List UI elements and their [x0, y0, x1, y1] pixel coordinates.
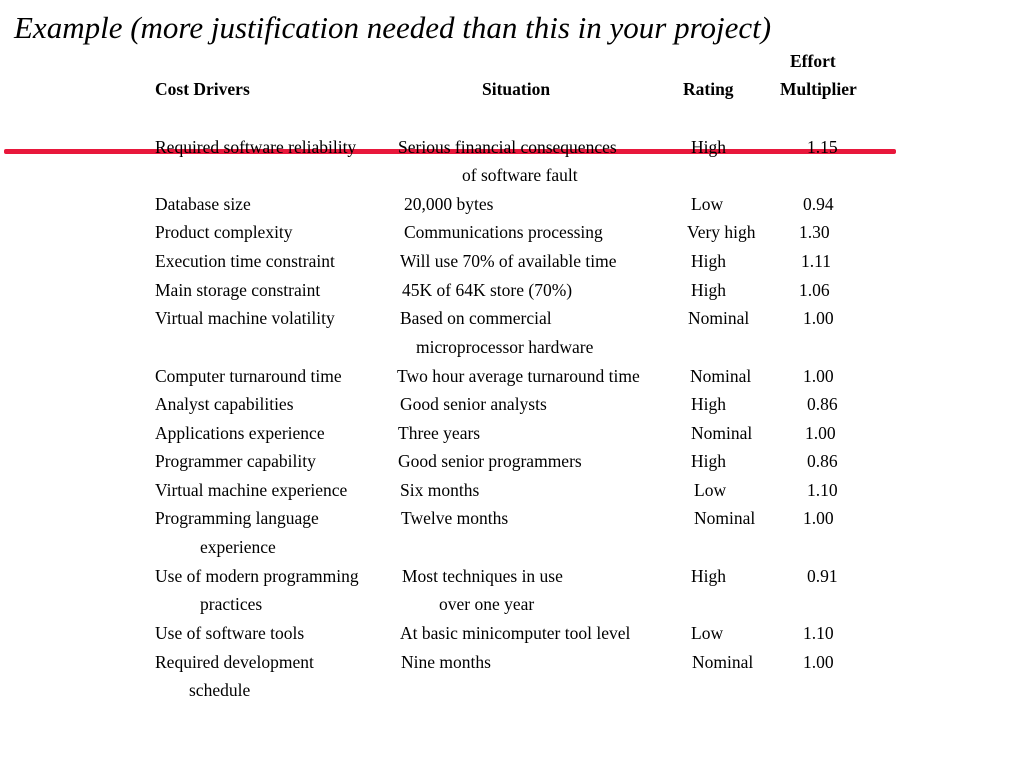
rating-cell: Nominal: [690, 366, 752, 386]
header-cost-drivers: Cost Drivers: [155, 79, 250, 99]
rating-cell: Low: [694, 480, 727, 500]
cost-driver-cell: Required software reliability: [155, 137, 357, 157]
cost-driver-cell: Execution time constraint: [155, 251, 335, 271]
rating-cell: Low: [691, 194, 724, 214]
cost-driver-cell: Programming language: [155, 508, 319, 528]
cost-driver-cell: Main storage constraint: [155, 280, 321, 300]
situation-cell: 45K of 64K store (70%): [402, 280, 573, 300]
situation-cell: 20,000 bytes: [404, 194, 494, 214]
header-rating: Rating: [683, 79, 734, 99]
multiplier-cell: 0.94: [803, 194, 834, 214]
multiplier-cell: 0.91: [807, 566, 838, 586]
rating-cell: High: [691, 251, 726, 271]
red-strike-line: [4, 149, 896, 154]
cost-driver-cell: Virtual machine volatility: [155, 308, 335, 328]
multiplier-cell: 1.00: [803, 652, 834, 672]
situation-cell: Most techniques in use: [402, 566, 563, 586]
cost-driver-cell: Virtual machine experience: [155, 480, 348, 500]
cost-driver-cell: Programmer capability: [155, 451, 316, 471]
multiplier-cell: 1.11: [801, 251, 831, 271]
situation-cell: Serious financial consequences: [398, 137, 617, 157]
situation-cell: Six months: [400, 480, 480, 500]
multiplier-cell: 1.10: [807, 480, 838, 500]
situation-cell: Communications processing: [404, 222, 603, 242]
rating-cell: Nominal: [694, 508, 756, 528]
header-situation: Situation: [482, 79, 551, 99]
cost-driver-cell: Required development: [155, 652, 314, 672]
rating-cell: High: [691, 137, 726, 157]
cost-driver-cell: Applications experience: [155, 423, 325, 443]
multiplier-cell: 1.15: [807, 137, 838, 157]
rating-cell: Low: [691, 623, 724, 643]
rating-cell: Very high: [687, 222, 756, 242]
cost-driver-cell: Use of modern programming: [155, 566, 359, 586]
rating-cell: High: [691, 566, 726, 586]
situation-cell-continued: over one year: [439, 594, 535, 614]
multiplier-cell: 1.30: [799, 222, 830, 242]
multiplier-cell: 1.00: [803, 366, 834, 386]
cost-driver-cell: Product complexity: [155, 222, 293, 242]
rating-cell: Nominal: [688, 308, 750, 328]
slide-title: Example (more justification needed than …: [14, 10, 772, 45]
cost-driver-cell: Use of software tools: [155, 623, 305, 643]
header-multiplier: Multiplier: [780, 79, 857, 99]
cost-driver-cell-continued: practices: [200, 594, 263, 614]
rating-cell: High: [691, 451, 726, 471]
multiplier-cell: 1.00: [803, 308, 834, 328]
situation-cell-continued: microprocessor hardware: [416, 337, 594, 357]
cost-driver-cell: Computer turnaround time: [155, 366, 342, 386]
situation-cell: At basic minicomputer tool level: [400, 623, 631, 643]
multiplier-cell: 0.86: [807, 394, 838, 414]
rating-cell: Nominal: [691, 423, 753, 443]
multiplier-cell: 1.00: [803, 508, 834, 528]
situation-cell: Will use 70% of available time: [400, 251, 617, 271]
cost-driver-cell: Database size: [155, 194, 251, 214]
rating-cell: High: [691, 394, 726, 414]
situation-cell: Two hour average turnaround time: [397, 366, 640, 386]
multiplier-cell: 1.06: [799, 280, 830, 300]
situation-cell: Good senior analysts: [400, 394, 547, 414]
cost-driver-cell-continued: experience: [200, 537, 276, 557]
situation-cell: Three years: [398, 423, 481, 443]
cost-driver-cell: Analyst capabilities: [155, 394, 294, 414]
situation-cell: Twelve months: [401, 508, 509, 528]
situation-cell: Nine months: [401, 652, 491, 672]
rating-cell: High: [691, 280, 726, 300]
multiplier-cell: 1.00: [805, 423, 836, 443]
cost-driver-cell-continued: schedule: [189, 680, 251, 700]
multiplier-cell: 1.10: [803, 623, 834, 643]
header-effort: Effort: [790, 51, 836, 71]
multiplier-cell: 0.86: [807, 451, 838, 471]
situation-cell-continued: of software fault: [462, 165, 578, 185]
situation-cell: Good senior programmers: [398, 451, 582, 471]
situation-cell: Based on commercial: [400, 308, 552, 328]
rating-cell: Nominal: [692, 652, 754, 672]
